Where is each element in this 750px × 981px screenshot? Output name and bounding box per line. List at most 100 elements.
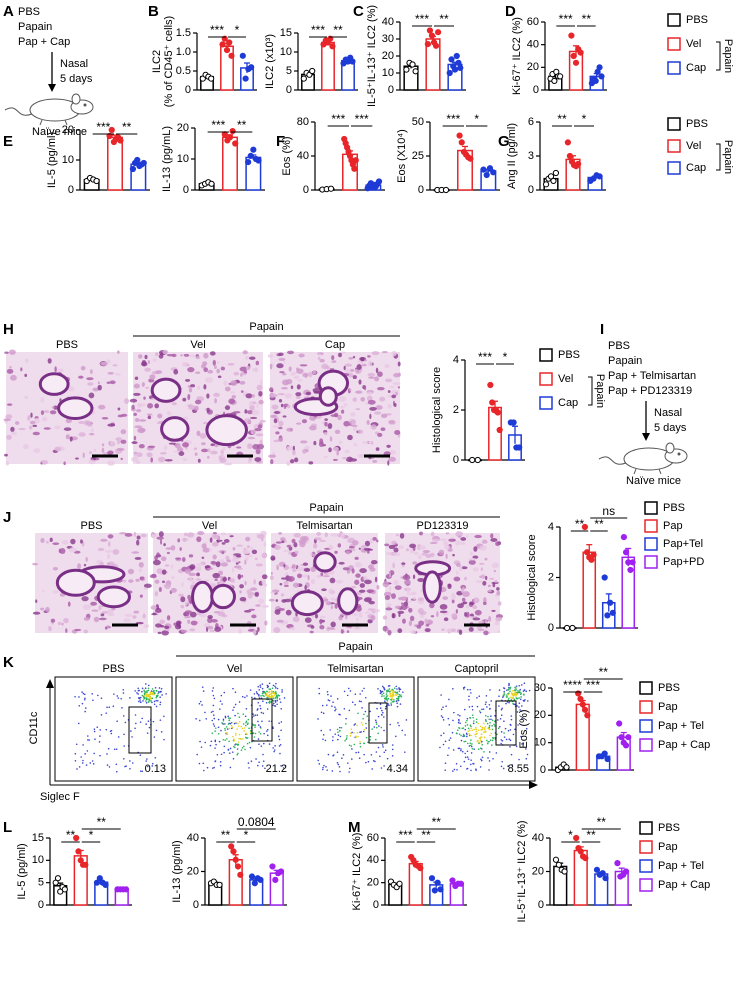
flow-event: [262, 753, 264, 756]
flow-event: [361, 724, 364, 726]
tissue-cell: [248, 608, 256, 611]
flow-event: [381, 690, 384, 693]
tissue-cell: [101, 417, 109, 420]
tissue-cell: [181, 557, 186, 562]
tissue-cell: [330, 533, 339, 537]
tissue-cell: [133, 383, 140, 389]
tissue-cell: [370, 424, 377, 430]
tissue-cell: [377, 432, 383, 438]
flow-event: [488, 724, 491, 727]
flow-event: [81, 762, 84, 764]
flow-event: [328, 699, 331, 702]
flow-event: [505, 738, 508, 741]
group-title: Papain: [309, 502, 343, 514]
flow-event: [252, 724, 255, 726]
tissue-cell: [259, 379, 263, 385]
tissue-cell: [399, 532, 405, 539]
airway: [210, 583, 236, 610]
flow-event: [509, 688, 511, 690]
tissue-cell: [453, 594, 456, 600]
tissue-cell: [10, 374, 17, 381]
significance-label: *: [503, 350, 508, 364]
tissue-cell: [334, 603, 338, 609]
tissue-cell: [288, 577, 292, 581]
tissue-cell: [257, 534, 265, 539]
flow-event: [222, 719, 225, 722]
tissue-cell: [354, 556, 359, 560]
flow-event: [232, 735, 234, 738]
flow-event: [273, 749, 276, 751]
tissue-cell: [224, 405, 231, 411]
flow-event: [85, 764, 88, 766]
flow-event: [232, 687, 234, 690]
flow-event: [466, 742, 469, 745]
panel-letter: F: [276, 133, 285, 150]
flow-event: [255, 691, 258, 693]
flow-event: [219, 761, 222, 763]
airway: [96, 585, 131, 609]
tissue-cell: [49, 537, 53, 543]
flow-event: [391, 688, 393, 691]
flow-event: [462, 727, 465, 729]
tissue-cell: [281, 373, 287, 376]
tissue-cell: [472, 605, 478, 610]
flow-event: [93, 730, 96, 733]
tissue-cell: [214, 626, 222, 632]
tissue-cell: [139, 594, 143, 598]
flow-event: [262, 692, 265, 694]
flow-event: [503, 692, 506, 694]
flow-event: [475, 730, 478, 733]
tissue-cell: [369, 538, 374, 544]
flow-event: [351, 731, 353, 734]
tissue-cell: [403, 579, 411, 585]
flow-event: [147, 701, 150, 703]
flow-event: [364, 710, 367, 713]
tissue-cell: [98, 404, 106, 410]
flow-event: [359, 742, 362, 745]
flow-event: [514, 695, 517, 697]
tissue-cell: [302, 562, 309, 566]
y-tick-label: 20: [62, 124, 74, 136]
tissue-cell: [342, 567, 350, 571]
tissue-cell: [412, 561, 418, 565]
tissue-cell: [344, 449, 350, 454]
flow-event: [510, 753, 513, 756]
legend-swatch: [639, 859, 653, 873]
flow-event: [344, 739, 346, 742]
tissue-cell: [57, 368, 64, 373]
y-axis-label: IL-5 (pg/ml): [46, 132, 58, 188]
flow-event: [245, 708, 248, 710]
tissue-cell: [292, 582, 300, 588]
tissue-cell: [177, 538, 181, 543]
flow-event: [214, 727, 217, 729]
flow-event: [202, 762, 205, 765]
tissue-cell: [296, 384, 301, 390]
tissue-cell: [171, 576, 175, 579]
tissue-cell: [301, 419, 308, 424]
flow-event: [521, 710, 523, 712]
tissue-cell: [325, 601, 332, 606]
gate-percentage: 21.2: [266, 763, 287, 775]
flow-event: [146, 693, 148, 695]
tissue-cell: [171, 402, 177, 406]
panel-letter: A: [3, 3, 14, 20]
flow-event: [143, 693, 146, 696]
flow-event: [212, 704, 215, 707]
tissue-cell: [203, 352, 209, 359]
tissue-cell: [162, 580, 165, 584]
tissue-cell: [214, 398, 217, 404]
y-axis-label: ILC2 (x10³): [264, 34, 276, 89]
flow-event: [523, 682, 526, 685]
tissue-cell: [185, 612, 190, 617]
flow-event: [369, 739, 371, 741]
flow-event: [213, 766, 215, 769]
flow-event: [382, 686, 385, 689]
tissue-cell: [135, 578, 140, 582]
flow-event: [323, 764, 325, 767]
tissue-cell: [117, 407, 121, 411]
flow-event: [253, 693, 256, 695]
flow-event: [515, 685, 518, 687]
flow-event: [110, 732, 113, 735]
legend-label: PBS: [686, 14, 708, 26]
